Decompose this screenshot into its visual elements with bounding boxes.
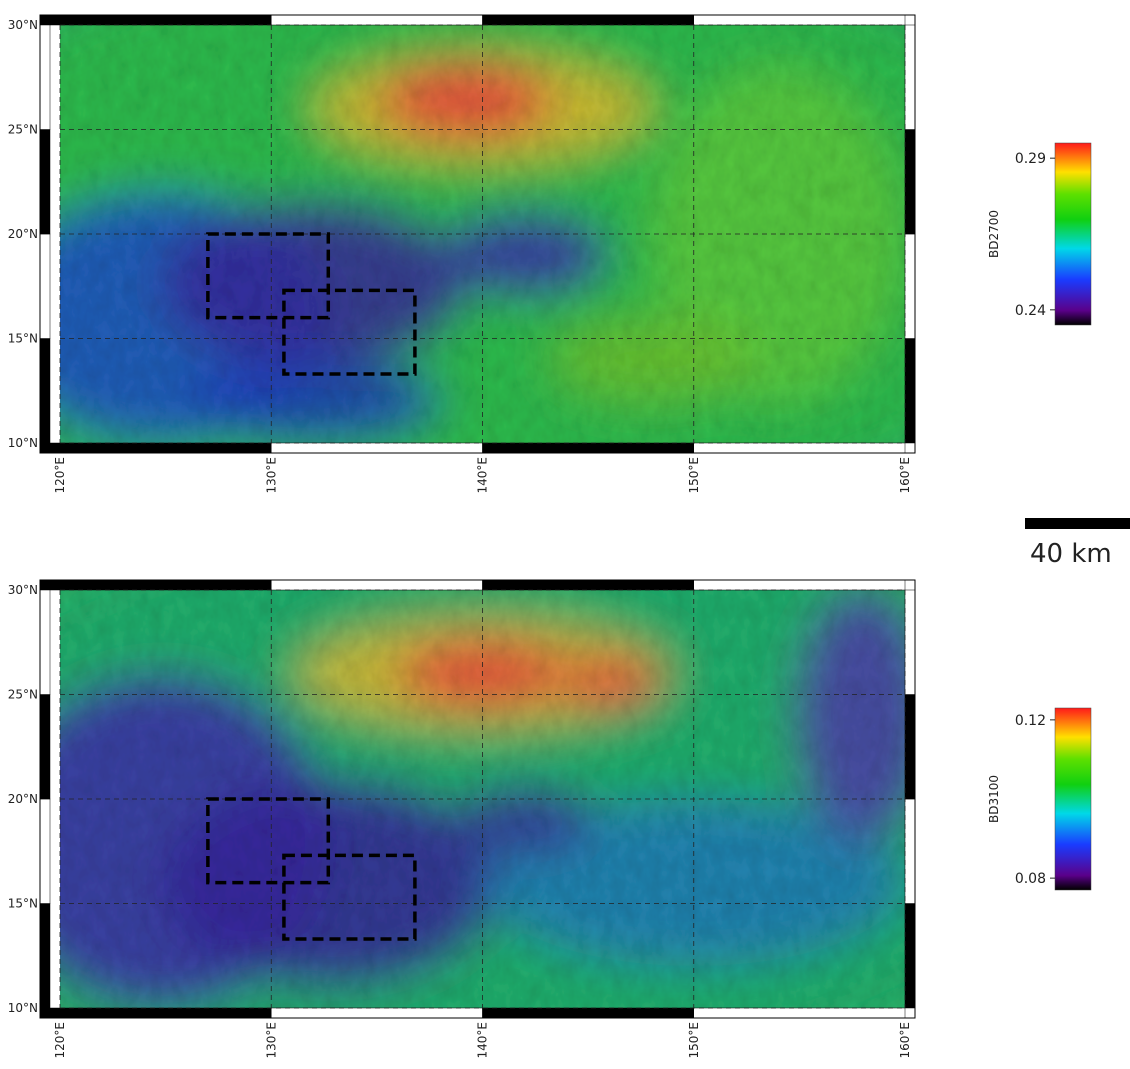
lon-label: 120°E xyxy=(53,1022,67,1059)
lat-label: 25°N xyxy=(8,688,38,702)
frame-segment xyxy=(40,339,50,444)
lon-label: 160°E xyxy=(898,1022,912,1059)
lat-label: 15°N xyxy=(8,332,38,346)
map-region xyxy=(187,359,441,443)
lon-label: 160°E xyxy=(898,457,912,494)
frame-segment xyxy=(271,580,482,590)
colorbar-tick-label: 0.29 xyxy=(1015,151,1046,167)
frame-segment xyxy=(694,15,905,25)
figure: 40 km 10°N 15°N 20°N 25°N 30°N 120°E 130°E 140°… xyxy=(0,0,1130,1065)
frame-segment xyxy=(694,580,905,590)
frame-segment xyxy=(694,1008,905,1018)
frame-segment xyxy=(40,15,271,25)
frame-segment xyxy=(40,130,50,235)
colorbar-tick-label: 0.24 xyxy=(1015,303,1046,319)
frame-segment xyxy=(483,15,694,25)
frame-segment xyxy=(40,443,271,453)
lat-label: 25°N xyxy=(8,123,38,137)
lat-label: 20°N xyxy=(8,227,38,241)
lat-label: 20°N xyxy=(8,792,38,806)
frame-segment xyxy=(40,234,50,339)
frame-segment xyxy=(271,15,482,25)
frame-segment xyxy=(483,1008,694,1018)
frame-segment xyxy=(905,234,915,339)
scale-label: 40 km xyxy=(1030,539,1112,569)
map-region xyxy=(161,778,499,987)
frame-segment xyxy=(905,799,915,904)
map-region xyxy=(457,786,592,853)
lat-label: 10°N xyxy=(8,1001,38,1015)
colorbar-label: BD2700 xyxy=(987,210,1001,258)
frame-segment xyxy=(905,339,915,444)
colorbar-tick-label: 0.08 xyxy=(1015,871,1046,887)
frame-segment xyxy=(271,1008,482,1018)
frame-segment xyxy=(905,25,915,130)
lat-label: 15°N xyxy=(8,897,38,911)
frame-segment xyxy=(40,590,50,695)
lat-label: 10°N xyxy=(8,436,38,450)
lon-label: 150°E xyxy=(687,1022,701,1059)
map-region xyxy=(440,213,609,297)
map-region xyxy=(559,657,660,707)
map: 10°N 15°N 20°N 25°N 30°N 120°E 130°E 140°E 150°E… xyxy=(0,0,1091,527)
frame-segment xyxy=(271,443,482,453)
lat-label: 30°N xyxy=(8,583,38,597)
frame-segment xyxy=(40,1008,271,1018)
lon-label: 130°E xyxy=(264,1022,278,1059)
frame-segment xyxy=(40,799,50,904)
frame-segment xyxy=(483,443,694,453)
lat-label: 30°N xyxy=(8,18,38,32)
frame-segment xyxy=(905,130,915,235)
frame-segment xyxy=(40,904,50,1009)
lon-label: 140°E xyxy=(476,1022,490,1059)
frame-segment xyxy=(40,695,50,800)
frame-segment xyxy=(905,590,915,695)
lon-label: 130°E xyxy=(264,457,278,494)
colorbar-label: BD3100 xyxy=(987,775,1001,823)
colorbar xyxy=(1055,708,1091,890)
lon-label: 120°E xyxy=(53,457,67,494)
map-region xyxy=(381,63,550,138)
frame-segment xyxy=(905,695,915,800)
frame-segment xyxy=(483,580,694,590)
frame-segment xyxy=(694,443,905,453)
scale-bar xyxy=(1025,518,1130,529)
map: 10°N 15°N 20°N 25°N 30°N 120°E 130°E 140°E 150°E… xyxy=(0,506,1091,1065)
frame-segment xyxy=(40,25,50,130)
colorbar-tick-label: 0.12 xyxy=(1015,713,1046,729)
map-region xyxy=(550,318,753,402)
lon-label: 150°E xyxy=(687,457,701,494)
frame-segment xyxy=(40,580,271,590)
lon-label: 140°E xyxy=(476,457,490,494)
colorbar xyxy=(1055,143,1091,325)
frame-segment xyxy=(905,904,915,1009)
